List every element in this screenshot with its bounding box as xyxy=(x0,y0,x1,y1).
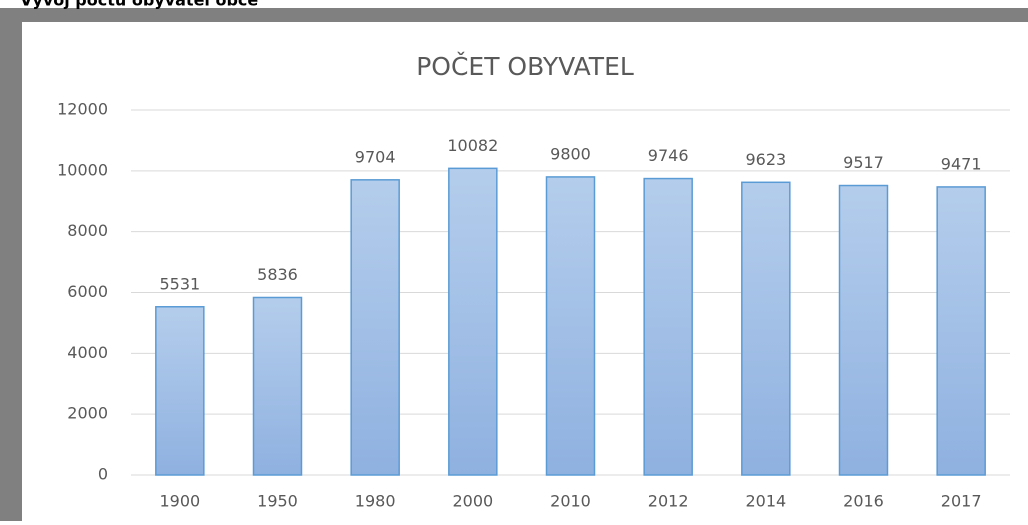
bar xyxy=(155,306,205,476)
data-label: 9517 xyxy=(843,153,884,172)
y-tick-label: 2000 xyxy=(67,404,108,423)
data-label: 9623 xyxy=(745,150,786,169)
x-tick-label: 1950 xyxy=(257,492,298,511)
bar xyxy=(448,167,498,476)
x-tick-label: 2014 xyxy=(745,492,786,511)
bar xyxy=(643,177,693,476)
data-label: 9746 xyxy=(648,146,689,165)
x-tick-label: 1900 xyxy=(159,492,200,511)
data-label: 9704 xyxy=(355,147,396,166)
x-tick-label: 2016 xyxy=(843,492,884,511)
y-tick-label: 6000 xyxy=(67,282,108,301)
x-tick-label: 2010 xyxy=(550,492,591,511)
y-tick-label: 8000 xyxy=(67,221,108,240)
bar xyxy=(252,296,303,476)
y-tick-label: 10000 xyxy=(57,160,108,179)
chart-title: POČET OBYVATEL xyxy=(416,51,634,81)
data-label: 5836 xyxy=(257,265,298,284)
data-label: 9800 xyxy=(550,144,591,163)
bar xyxy=(350,179,400,476)
y-tick-label: 0 xyxy=(98,465,108,484)
bar xyxy=(741,181,791,476)
x-tick-label: 1980 xyxy=(355,492,396,511)
bar xyxy=(545,176,596,476)
x-tick-label: 2000 xyxy=(452,492,493,511)
x-tick-label: 2017 xyxy=(941,492,982,511)
x-tick-label: 2012 xyxy=(648,492,689,511)
bar xyxy=(838,184,889,476)
data-label: 5531 xyxy=(159,274,200,293)
data-label: 9471 xyxy=(941,154,982,173)
y-tick-label: 12000 xyxy=(57,100,108,119)
y-tick-label: 4000 xyxy=(67,343,108,362)
data-label: 10082 xyxy=(447,136,498,155)
bar xyxy=(936,186,986,476)
heading: Vývoj počtu obyvatel obce xyxy=(20,0,258,10)
